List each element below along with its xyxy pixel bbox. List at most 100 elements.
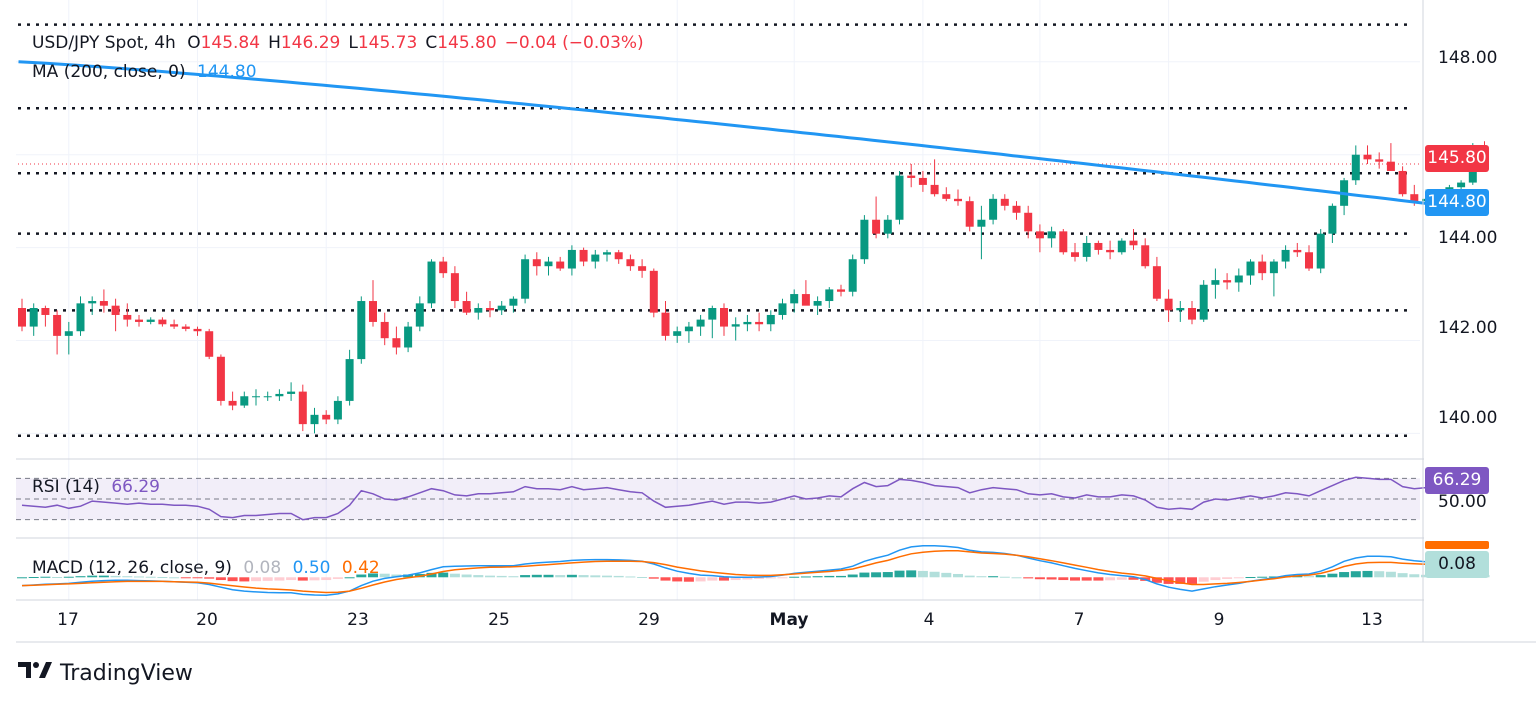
macd-histogram-bar — [145, 576, 156, 578]
candle-body — [287, 391, 296, 394]
open-label: O — [187, 33, 201, 53]
high-value: 146.29 — [280, 33, 341, 53]
candle-body — [532, 259, 541, 267]
macd-histogram-bar — [1093, 577, 1104, 581]
macd-histogram-bar — [836, 575, 846, 578]
x-tick-25: 25 — [488, 610, 510, 630]
candle-body — [41, 308, 50, 315]
macd-histogram-bar — [917, 570, 928, 578]
macd-histogram-bar — [719, 577, 729, 581]
candle-body — [860, 219, 869, 260]
tradingview-brand[interactable]: TradingView — [18, 660, 193, 686]
macd-histogram-bar — [239, 577, 250, 582]
candle-body — [1024, 212, 1033, 232]
macd-histogram-bar — [297, 577, 308, 581]
macd-histogram-bar — [894, 570, 905, 578]
macd-histogram-bar — [765, 577, 776, 579]
candle-body — [1129, 240, 1138, 246]
candle-body — [181, 326, 190, 329]
macd-histogram-bar — [1023, 577, 1034, 579]
candle-body — [567, 249, 576, 269]
candle-body — [509, 298, 518, 306]
candle-body — [1176, 308, 1185, 311]
macd-histogram-bar — [1315, 575, 1326, 578]
candle-body — [673, 331, 682, 336]
macd-histogram-bar — [17, 577, 27, 579]
candle-body — [848, 259, 857, 292]
macd-histogram-bar — [122, 576, 133, 578]
candle-body — [626, 259, 635, 267]
candle-body — [1164, 298, 1173, 311]
candle-body — [743, 321, 752, 325]
candle-body — [1457, 182, 1466, 188]
macd-histogram-bar — [683, 577, 694, 582]
candle-body — [883, 219, 892, 234]
candle-body — [930, 184, 939, 195]
candle-body — [755, 321, 764, 325]
candle-body — [766, 314, 775, 325]
macd-histogram-bar — [578, 575, 589, 578]
candle-body — [111, 305, 120, 315]
candle-body — [486, 308, 494, 311]
macd-histogram-bar — [169, 577, 180, 579]
macd-histogram-bar — [613, 575, 624, 578]
macd-histogram-bar — [52, 577, 63, 579]
macd-histogram-bar — [941, 572, 952, 578]
macd-histogram-bar — [964, 575, 975, 578]
macd-histogram-bar — [286, 577, 297, 581]
macd-histogram-bar — [75, 576, 86, 578]
macd-histogram-bar — [1409, 574, 1420, 578]
candle-body — [298, 391, 307, 425]
candle-body — [825, 289, 834, 302]
macd-histogram-bar — [730, 577, 741, 581]
candle-body — [907, 175, 916, 178]
rsi-label[interactable]: RSI (14) — [32, 477, 100, 497]
candle-body — [942, 194, 951, 199]
macd-histogram-bar — [344, 577, 355, 579]
candle-body — [76, 303, 85, 332]
candle-body — [720, 308, 728, 327]
candle-body — [1059, 231, 1068, 253]
macd-label[interactable]: MACD (12, 26, close, 9) — [32, 558, 232, 578]
macd-histogram-bar — [87, 575, 98, 578]
macd-histogram-bar — [520, 575, 531, 578]
candle-body — [322, 414, 331, 420]
candle-body — [544, 261, 553, 267]
candle-body — [708, 308, 717, 320]
symbol-title[interactable]: USD/JPY Spot, 4h — [32, 33, 176, 53]
candle-body — [123, 314, 132, 320]
macd-histogram-bar — [566, 574, 577, 578]
macd-histogram-bar — [449, 573, 460, 578]
candle-body — [380, 321, 389, 339]
candle-body — [357, 301, 366, 360]
macd-line — [21, 545, 1473, 596]
candle-body — [790, 294, 799, 304]
candle-body — [684, 326, 693, 332]
low-label: L — [348, 33, 358, 53]
macd-histogram-bar — [531, 574, 542, 578]
low-value: 145.73 — [357, 33, 418, 53]
candle-body — [1211, 280, 1220, 285]
macd-signal-value: 0.42 — [341, 558, 380, 578]
candle-body — [216, 356, 225, 401]
macd-histogram-bar — [98, 575, 109, 578]
candle-body — [801, 294, 810, 306]
macd-histogram-bar — [789, 576, 800, 578]
candle-body — [53, 314, 62, 336]
candle-body — [205, 331, 214, 357]
candle-body — [965, 201, 974, 227]
candle-body — [310, 414, 319, 425]
macd-histogram-bar — [1245, 577, 1256, 579]
ma-label[interactable]: MA (200, close, 0) — [32, 62, 186, 82]
macd-histogram-bar — [812, 576, 823, 578]
macd-histogram-bar — [426, 572, 437, 578]
candle-body — [345, 359, 354, 401]
candle-body — [813, 301, 822, 306]
candle-body — [1328, 205, 1337, 234]
candle-body — [638, 266, 647, 271]
macd-histogram-bar — [1385, 571, 1396, 578]
candle-body — [591, 254, 600, 262]
macd-histogram-bar — [1011, 577, 1022, 579]
macd-histogram-bar — [1304, 576, 1314, 578]
